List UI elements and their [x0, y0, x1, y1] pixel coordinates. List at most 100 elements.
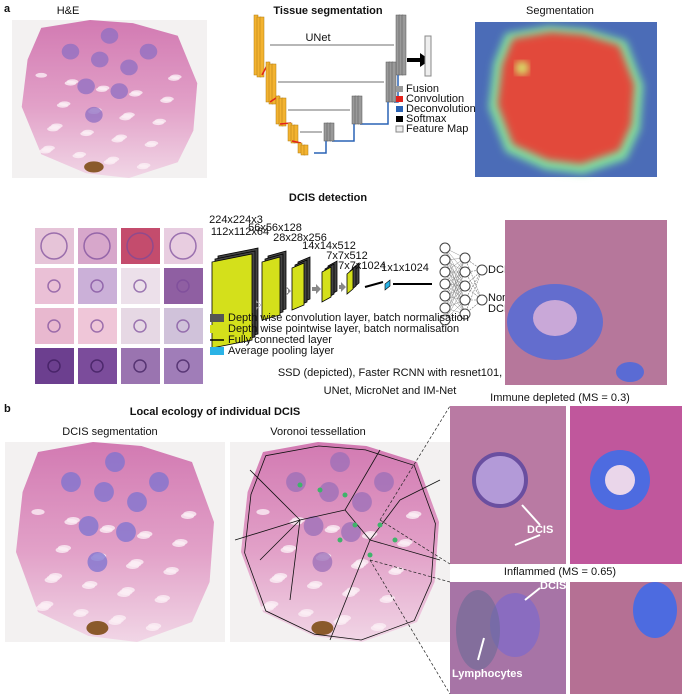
tissue-gap: [99, 527, 113, 533]
thumbnail-feature: [133, 279, 147, 293]
lymphocytes: [456, 590, 500, 670]
unet-block: [271, 63, 277, 105]
layer-size: 7x7x1024: [338, 260, 386, 272]
tissue-gap: [280, 547, 294, 553]
layer-size: 7x7x512: [326, 250, 368, 262]
nn-node: [459, 294, 471, 306]
tissue-gap: [103, 159, 116, 165]
tissue-gap: [64, 80, 77, 86]
tissue-gap: [136, 164, 149, 170]
unet-legend-label: Feature Map: [406, 123, 468, 135]
unet-block-up: [401, 14, 407, 76]
tissue-gap: [269, 577, 283, 583]
unet-legend-swatch: [396, 86, 403, 92]
thumbnail-feature: [47, 319, 61, 333]
dcis-region: [352, 492, 372, 512]
legend-swatch: [210, 347, 224, 355]
thumbnail-feature: [169, 232, 197, 260]
voronoi-edge: [299, 509, 346, 521]
tissue-gap: [168, 76, 180, 81]
connector: [379, 405, 451, 521]
unet-legend-label: Convolution: [406, 93, 464, 105]
voronoi-title: Voronoi tessellation: [270, 426, 365, 438]
tissue-title: Tissue segmentation: [273, 5, 382, 17]
methods-line: UNet, MicroNet and IM-Net: [324, 385, 457, 397]
nn-edge: [444, 271, 466, 301]
tissue-gap: [64, 519, 78, 525]
dcis-centroid: [297, 482, 303, 488]
nn-node: [439, 278, 451, 290]
dcis-lumen: [533, 300, 577, 336]
dcis-centroid: [367, 552, 373, 558]
dcis-patch-lumen: [605, 465, 635, 495]
thumbnail-feature: [83, 232, 111, 260]
thumbnail: [35, 348, 74, 384]
inflamed-title: Inflammed (MS = 0.65): [504, 566, 616, 578]
unet-legend-swatch: [395, 125, 404, 133]
dcis-centroid: [342, 492, 348, 498]
layer-size: 224x224x3: [209, 214, 263, 226]
dcis-region: [77, 78, 95, 95]
tissue-gap: [111, 137, 124, 143]
tissue-gap: [47, 126, 59, 132]
legend-label: Average pooling layer: [228, 345, 335, 357]
nn-edge: [444, 271, 466, 309]
layer-arrow: [339, 282, 346, 292]
fc-layer: [364, 281, 384, 288]
dcis-centroid: [377, 522, 383, 528]
voronoi-edge: [369, 539, 441, 561]
unet-block-up: [329, 122, 335, 142]
pool-layer: [384, 279, 391, 291]
voronoi-edge: [234, 519, 301, 541]
thumbnail: [35, 308, 74, 344]
legend-swatch: [210, 325, 224, 333]
voronoi-edge: [399, 479, 441, 501]
annotation-arrow: [524, 587, 541, 601]
dcis-region: [94, 482, 114, 502]
thumbnail: [121, 268, 160, 304]
tissue: [16, 442, 214, 642]
connector: [369, 559, 451, 583]
unet-up: [360, 102, 389, 125]
tissue-gap: [333, 619, 347, 625]
annotation: DCIS: [527, 524, 553, 536]
legend-swatch: [210, 314, 224, 322]
layer-arrow: [312, 284, 321, 294]
tissue-gap: [379, 597, 393, 603]
tissue-gap: [160, 98, 172, 103]
dcis-region: [120, 59, 138, 76]
dcis-region: [139, 43, 158, 60]
voronoi-edge: [249, 469, 301, 521]
tissue-gap: [119, 115, 131, 121]
dcis-region: [61, 43, 80, 60]
thumbnail-feature: [40, 232, 68, 260]
thumbnail-feature: [133, 359, 147, 373]
nn-edge: [464, 269, 483, 301]
dcis-region: [78, 516, 99, 536]
tissue-gap: [55, 547, 69, 553]
tissue-gap: [73, 611, 87, 617]
dcis-title: DCIS detection: [289, 192, 368, 204]
dcis-region: [85, 106, 103, 123]
dcis-region: [87, 552, 108, 572]
nn-edge: [444, 271, 466, 315]
nn-node: [459, 308, 471, 320]
tissue-gap: [137, 533, 151, 539]
thumbnail-feature: [47, 359, 61, 373]
tissue-gap: [181, 513, 195, 519]
tissue-gap: [388, 569, 402, 575]
heatmap-hole: [515, 61, 529, 75]
unet-legend-swatch: [396, 106, 403, 112]
unet-legend-swatch: [396, 96, 403, 102]
tissue-gap: [256, 509, 270, 515]
conv-layer: [346, 268, 354, 295]
nn-node: [459, 280, 471, 292]
nn-node: [459, 266, 471, 278]
legend-label: Depth wise convolution layer, batch norm…: [228, 312, 469, 324]
unet-block: [281, 97, 287, 127]
dcis-region: [90, 51, 109, 68]
nn-node: [439, 242, 451, 254]
voronoi-edge: [259, 519, 301, 561]
dcis-centroid: [392, 537, 398, 543]
nn-edge: [444, 285, 466, 321]
